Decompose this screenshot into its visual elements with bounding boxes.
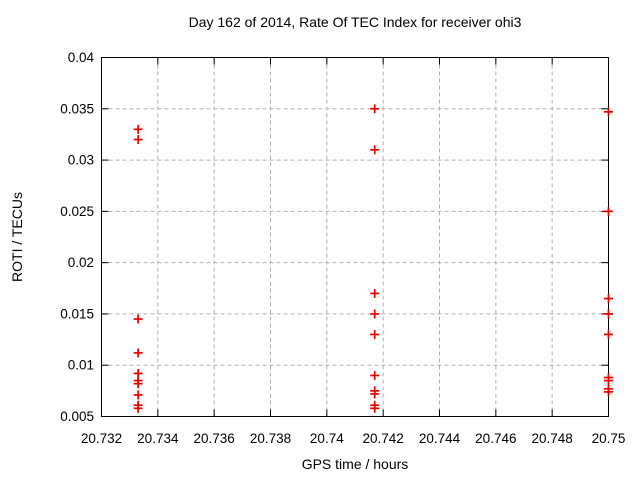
chart-title: Day 162 of 2014, Rate Of TEC Index for r… — [188, 14, 522, 30]
x-tick-label: 20.746 — [475, 431, 516, 446]
y-axis-label: ROTI / TECUs — [9, 192, 25, 282]
x-tick-label: 20.744 — [419, 431, 461, 446]
x-tick-label: 20.748 — [532, 431, 573, 446]
y-tick-label: 0.01 — [68, 358, 94, 373]
x-tick-label: 20.732 — [81, 431, 122, 446]
x-tick-label: 20.742 — [363, 431, 404, 446]
y-tick-label: 0.015 — [60, 306, 94, 321]
plot-border — [101, 57, 609, 417]
x-tick-label: 20.75 — [592, 431, 626, 446]
x-tick-label: 20.738 — [250, 431, 291, 446]
y-tick-label: 0.025 — [60, 204, 94, 219]
y-tick-label: 0.02 — [68, 255, 94, 270]
y-tick-label: 0.03 — [68, 153, 94, 168]
x-axis-label: GPS time / hours — [301, 456, 409, 472]
x-tick-label: 20.734 — [137, 431, 179, 446]
x-tick-label: 20.736 — [194, 431, 235, 446]
x-tick-label: 20.74 — [310, 431, 344, 446]
y-tick-label: 0.04 — [68, 50, 95, 65]
y-tick-label: 0.035 — [60, 101, 94, 116]
y-tick-label: 0.005 — [60, 409, 94, 424]
